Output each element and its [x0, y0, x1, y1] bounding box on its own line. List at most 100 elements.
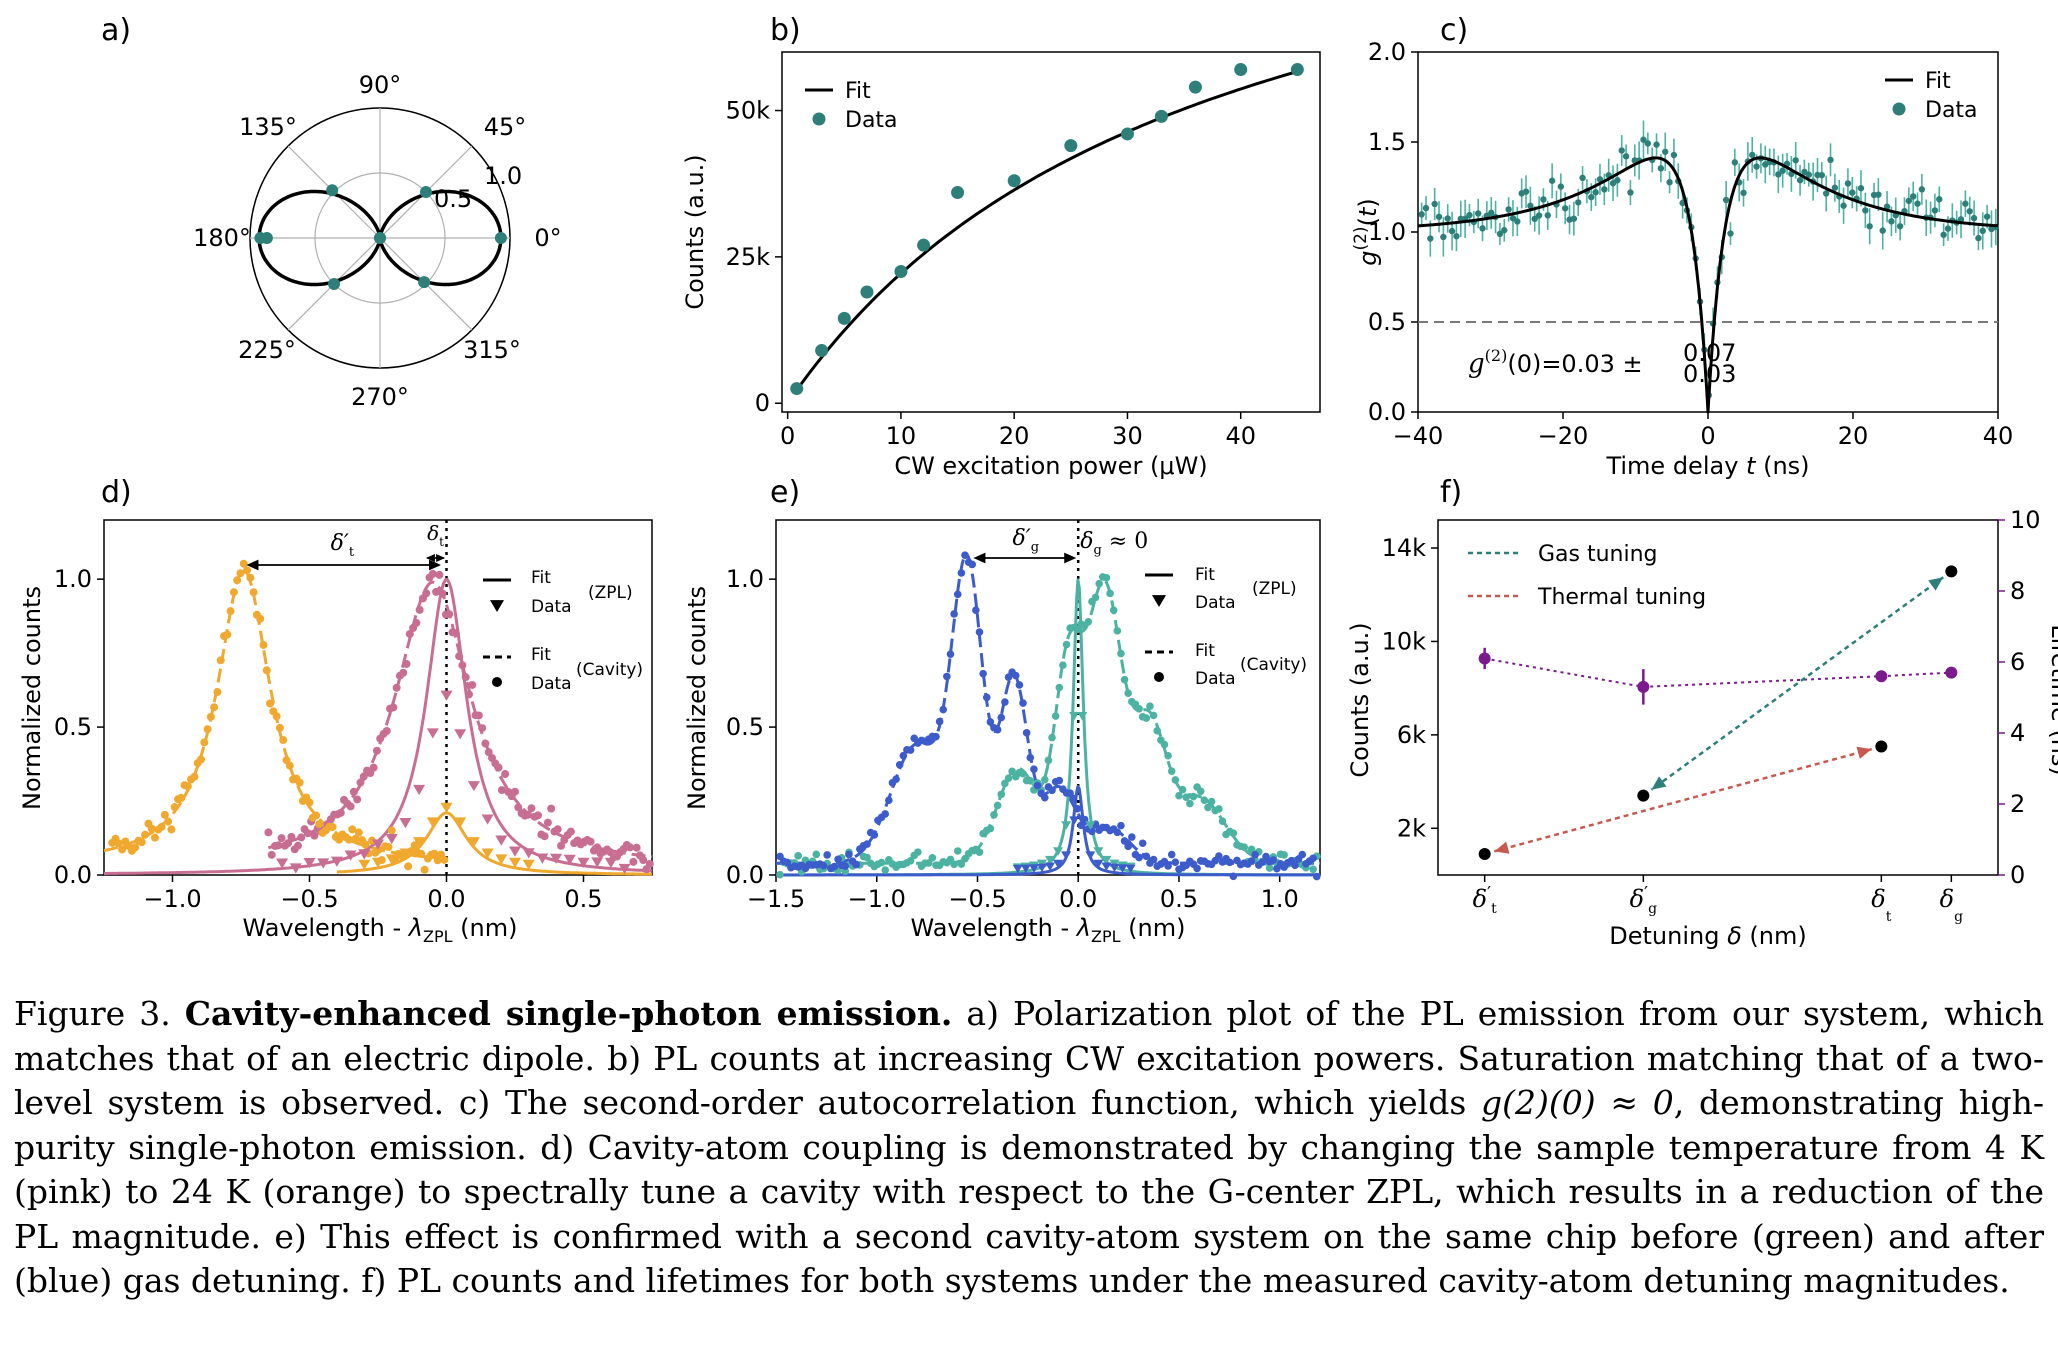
symbol-part: Wavelength - [243, 914, 409, 942]
zpl-data-4K [440, 690, 453, 701]
data-point [1944, 225, 1952, 232]
zpl-data-after [1061, 851, 1072, 860]
cavity-data-after [895, 760, 904, 769]
legend-cavity-data-swatch [492, 677, 502, 687]
data-point [1007, 174, 1021, 188]
cavity-data-4K [626, 843, 635, 852]
cavity-data-4K [527, 804, 536, 813]
panel-e: e) −1.5 −1.0 −0.5 0.0 0.5 1.0 0.0 0.5 1.0 Waveleng… [683, 475, 1321, 946]
cavity-data-before [1146, 702, 1154, 711]
caption-title: Cavity-enhanced single-photon emission. [184, 994, 953, 1033]
x-tick-label: −1.0 [848, 885, 906, 913]
data-point [1862, 207, 1869, 214]
data-point [1905, 197, 1913, 205]
cavity-data-after [1298, 850, 1307, 859]
cavity-data-before [990, 811, 998, 819]
data-point [1749, 151, 1756, 159]
counts-point [1945, 565, 1958, 578]
cavity-data-after [1171, 858, 1180, 866]
zpl-data-after [1028, 864, 1039, 873]
cavity-data-before [1117, 649, 1125, 658]
cavity-data-24K [404, 862, 413, 871]
cavity-data-before [1106, 589, 1114, 598]
g2-annotation-upper: 0.07 [1683, 339, 1736, 367]
data-point [1453, 233, 1460, 240]
symbol-part: δ [1871, 885, 1885, 913]
symbol-part: (nm) [1742, 922, 1807, 950]
data-point [1064, 139, 1078, 153]
x-axis-label: Time delay t (ns) [1605, 452, 1809, 480]
counts-point [1637, 789, 1650, 802]
zpl-data-4K [385, 834, 398, 845]
arrow-head [1494, 841, 1510, 854]
data-point [1727, 230, 1734, 237]
cavity-data-24K [249, 588, 258, 597]
data-point [1622, 153, 1630, 160]
data-point [1501, 227, 1508, 234]
legend-fit-label: Fit [1195, 565, 1215, 585]
plot-frame [775, 519, 1321, 876]
x-category-label: δ′g [1630, 883, 1658, 917]
cavity-data-after [946, 650, 955, 658]
cavity-data-4K [428, 569, 437, 578]
data-point [1844, 180, 1852, 187]
caption-part-d: d) Cavity-atom coupling is demonstrated … [14, 1127, 2044, 1256]
cavity-data-after [986, 718, 995, 726]
panel-label-e: e) [770, 475, 800, 510]
cavity-data-after [1015, 681, 1024, 689]
cavity-data-4K [293, 841, 302, 850]
cavity-data-before [914, 848, 922, 856]
data-point [1670, 151, 1678, 159]
zpl-data-after [1045, 862, 1056, 871]
zpl-data-before [1069, 711, 1080, 721]
zpl-data-before [1077, 711, 1088, 721]
cavity-data-4K [593, 843, 602, 852]
arrow-head [1651, 776, 1667, 790]
y-axis-label: Normalized counts [683, 586, 711, 810]
zpl-data-after [1101, 862, 1112, 871]
zpl-fit-24K [336, 811, 653, 876]
zpl-data-after [1069, 816, 1080, 825]
cavity-data-4K [399, 668, 408, 677]
y-right-axis-label: Lifetime (ns) [2046, 624, 2058, 776]
cavity-data-4K [524, 810, 533, 819]
cavity-data-after [852, 860, 860, 869]
cavity-data-24K [285, 761, 294, 770]
legend-cavity-label: (Cavity) [576, 660, 643, 680]
data-point [1983, 213, 1991, 220]
symbol-part: λ [407, 914, 423, 942]
cavity-data-after [863, 840, 871, 848]
zpl-data-4K [467, 781, 480, 792]
zpl-data-4K [344, 850, 357, 861]
cavity-data-before [957, 860, 966, 868]
data-point [860, 285, 874, 299]
panel-label-f: f) [1440, 475, 1462, 510]
data-point [1466, 211, 1473, 219]
cavity-data-4K [369, 763, 378, 772]
cavity-data-before [1084, 617, 1093, 626]
data-point [1979, 227, 1986, 235]
zpl-data-4K [577, 857, 590, 868]
arrow-head [436, 553, 446, 563]
legend-fit-label: Fit [1925, 69, 1951, 94]
cavity-data-after [1019, 699, 1027, 707]
cavity-data-24K [305, 798, 314, 807]
cavity-data-4K [277, 834, 286, 843]
angle-label-45: 45° [484, 113, 527, 141]
data-point [1849, 189, 1856, 196]
x-tick-label: 30 [1112, 422, 1143, 450]
data-point [1527, 202, 1534, 209]
cavity-data-4K [455, 652, 464, 661]
cavity-data-after [1138, 839, 1147, 848]
zpl-data-24K [385, 854, 398, 865]
data-point [1940, 231, 1947, 238]
cavity-data-after [1142, 852, 1151, 861]
data-point [1535, 212, 1543, 219]
symbol-part: t [1746, 452, 1757, 480]
symbol-part: t [1354, 206, 1382, 217]
x-tick-label: 20 [999, 422, 1030, 450]
cavity-data-after [1113, 828, 1122, 837]
legend-zpl-label: (ZPL) [1252, 579, 1297, 599]
cavity-data-24K [196, 755, 205, 764]
